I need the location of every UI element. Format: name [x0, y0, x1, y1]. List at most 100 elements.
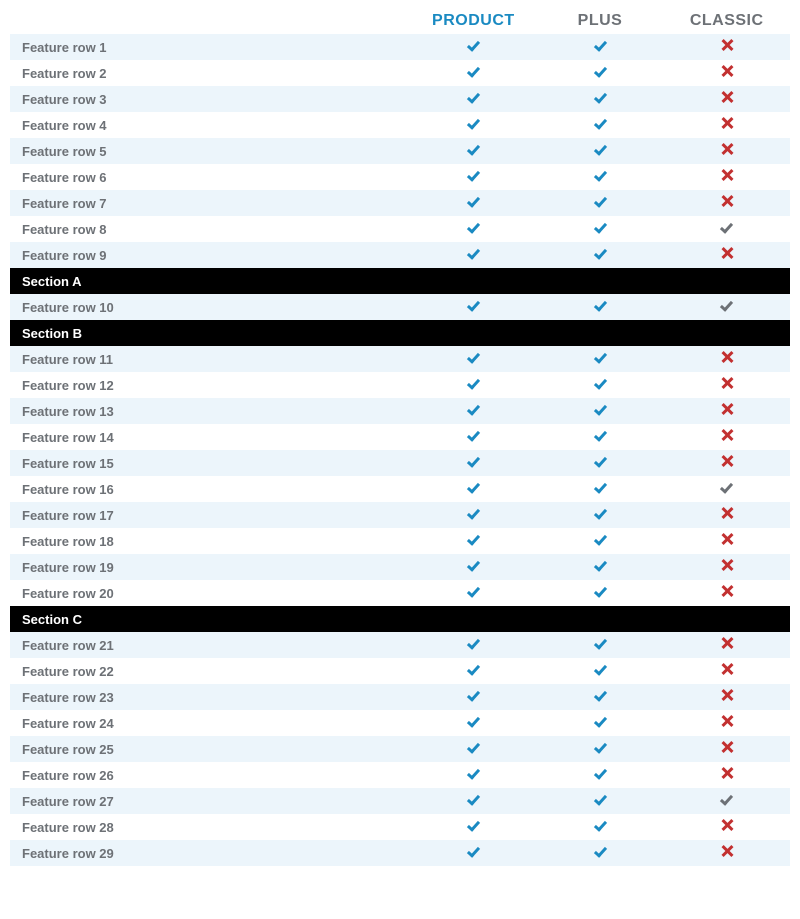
check-icon: [467, 142, 480, 156]
table-row: Feature row 5: [10, 138, 790, 164]
cell-b: [537, 402, 664, 420]
check-icon: [593, 532, 606, 546]
cell-a: [410, 662, 537, 680]
cell-c: [663, 558, 790, 577]
cell-c: [663, 506, 790, 525]
cross-icon: [720, 142, 734, 156]
header-col-a: PRODUCT: [410, 12, 537, 30]
check-icon: [593, 220, 606, 234]
check-icon: [593, 402, 606, 416]
table-row: Feature row 3: [10, 86, 790, 112]
cell-c: [663, 688, 790, 707]
cell-c: [663, 480, 790, 498]
cross-icon: [720, 532, 734, 546]
cell-c: [663, 818, 790, 837]
check-icon: [467, 168, 480, 182]
cell-b: [537, 246, 664, 264]
table-row: Feature row 29: [10, 840, 790, 866]
check-icon: [467, 428, 480, 442]
check-icon: [467, 350, 480, 364]
cell-a: [410, 194, 537, 212]
row-label: Feature row 7: [10, 196, 410, 211]
cell-b: [537, 740, 664, 758]
cell-c: [663, 298, 790, 316]
cell-a: [410, 116, 537, 134]
header-col-a-text: PRODUCT: [432, 12, 515, 29]
section-label: Section B: [10, 326, 410, 341]
row-label: Feature row 27: [10, 794, 410, 809]
table-row: Feature row 9: [10, 242, 790, 268]
cross-icon: [720, 636, 734, 650]
cell-b: [537, 168, 664, 186]
cell-a: [410, 350, 537, 368]
row-label: Feature row 12: [10, 378, 410, 393]
cell-b: [537, 454, 664, 472]
cell-b: [537, 584, 664, 602]
table-row: Feature row 27: [10, 788, 790, 814]
cell-c: [663, 454, 790, 473]
row-label: Feature row 14: [10, 430, 410, 445]
check-icon: [593, 688, 606, 702]
cell-c: [663, 844, 790, 863]
cell-a: [410, 454, 537, 472]
cell-c: [663, 532, 790, 551]
table-row: Feature row 19: [10, 554, 790, 580]
check-icon: [467, 714, 480, 728]
cell-a: [410, 740, 537, 758]
table-row: Feature row 2: [10, 60, 790, 86]
check-icon: [467, 194, 480, 208]
check-icon: [593, 38, 606, 52]
row-label: Feature row 9: [10, 248, 410, 263]
check-icon: [593, 506, 606, 520]
cross-icon: [720, 168, 734, 182]
check-icon: [467, 246, 480, 260]
cell-b: [537, 480, 664, 498]
table-row: Feature row 17: [10, 502, 790, 528]
cross-icon: [720, 818, 734, 832]
table-row: Feature row 1: [10, 34, 790, 60]
cell-c: [663, 376, 790, 395]
cell-c: [663, 636, 790, 655]
check-icon: [593, 246, 606, 260]
cross-icon: [720, 64, 734, 78]
table-row: Feature row 18: [10, 528, 790, 554]
cell-c: [663, 194, 790, 213]
table-row: Feature row 12: [10, 372, 790, 398]
cell-a: [410, 220, 537, 238]
table-row: Feature row 6: [10, 164, 790, 190]
cell-c: [663, 402, 790, 421]
check-icon: [593, 584, 606, 598]
cell-a: [410, 90, 537, 108]
cell-a: [410, 714, 537, 732]
check-icon: [467, 90, 480, 104]
check-icon: [593, 558, 606, 572]
cell-b: [537, 766, 664, 784]
row-label: Feature row 11: [10, 352, 410, 367]
cell-c: [663, 90, 790, 109]
cell-c: [663, 116, 790, 135]
row-label: Feature row 22: [10, 664, 410, 679]
cell-a: [410, 506, 537, 524]
cell-b: [537, 142, 664, 160]
check-icon: [720, 298, 733, 312]
cell-a: [410, 792, 537, 810]
header-col-b-text: PLUS: [578, 12, 623, 29]
cell-a: [410, 64, 537, 82]
cell-c: [663, 740, 790, 759]
cell-a: [410, 844, 537, 862]
check-icon: [467, 38, 480, 52]
cell-a: [410, 402, 537, 420]
table-body: Feature row 1Feature row 2Feature row 3 F…: [10, 34, 790, 866]
cross-icon: [720, 90, 734, 104]
table-row: Feature row 7: [10, 190, 790, 216]
cell-c: [663, 38, 790, 57]
cell-a: [410, 636, 537, 654]
check-icon: [593, 818, 606, 832]
cell-a: [410, 38, 537, 56]
check-icon: [593, 194, 606, 208]
cell-b: [537, 116, 664, 134]
table-row: Feature row 21: [10, 632, 790, 658]
check-icon: [467, 376, 480, 390]
section-row: Section B: [10, 320, 790, 346]
section-label: Section C: [10, 612, 410, 627]
